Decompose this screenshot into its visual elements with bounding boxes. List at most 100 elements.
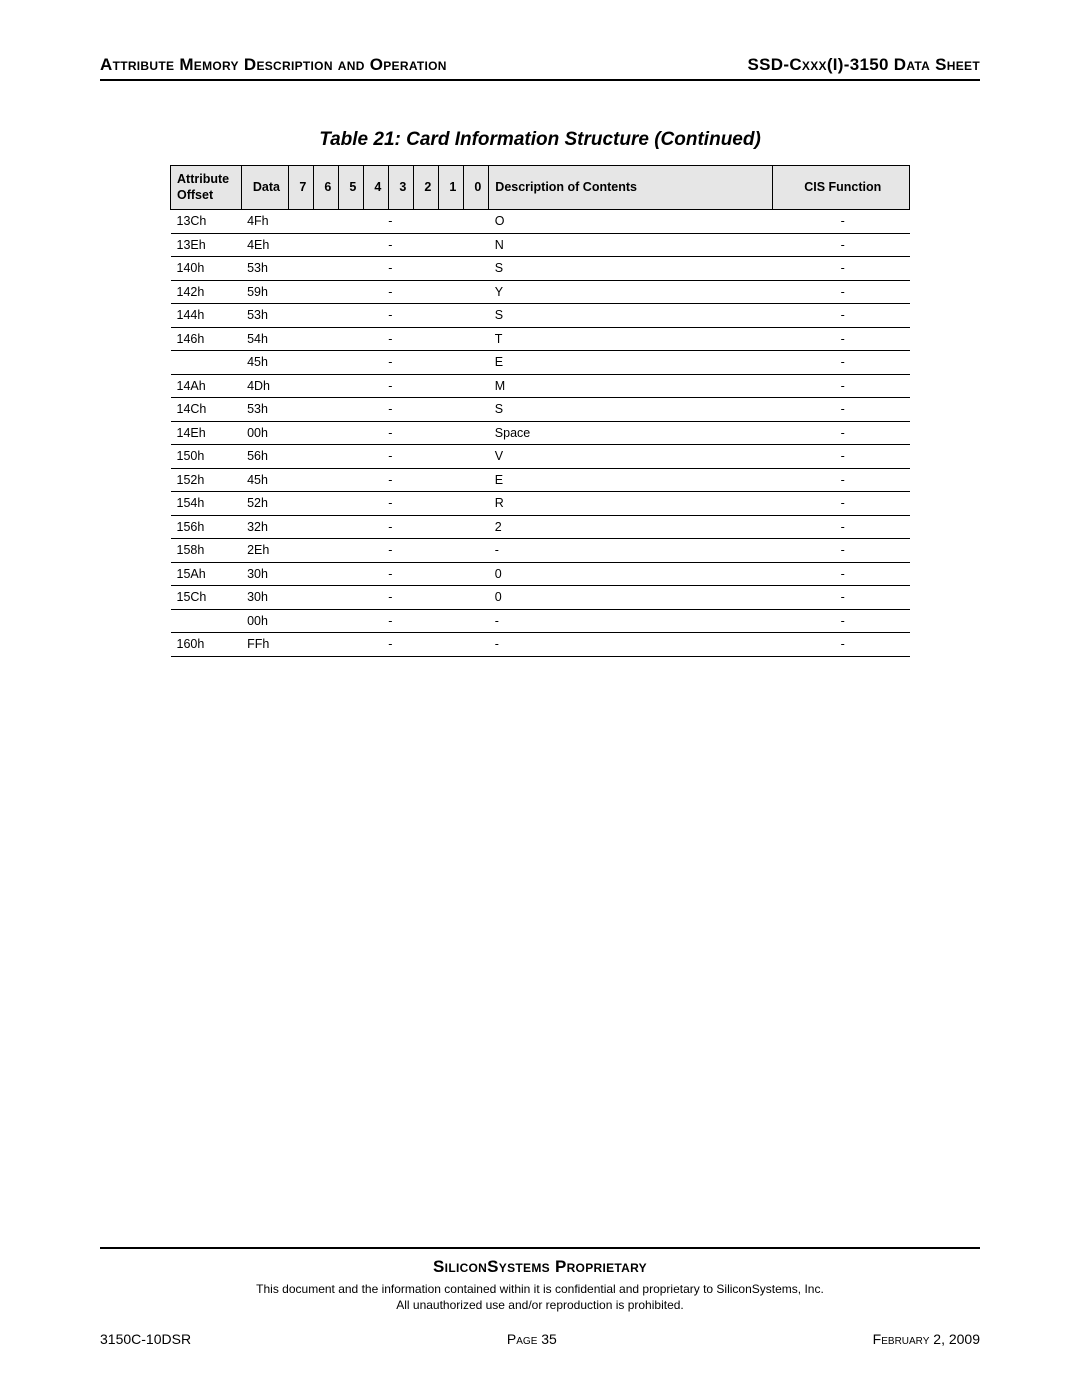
table-row: 13Ch4Fh-O- — [171, 210, 910, 234]
cell-function: - — [773, 233, 910, 257]
table-row: 140h53h-S- — [171, 257, 910, 281]
cell-description: S — [489, 398, 773, 422]
cell-offset: 156h — [171, 515, 242, 539]
cell-offset: 15Ah — [171, 562, 242, 586]
cell-description: 0 — [489, 562, 773, 586]
cell-function: - — [773, 586, 910, 610]
cell-data: 4Fh — [241, 210, 289, 234]
cell-description: E — [489, 468, 773, 492]
footer-date: February 2, 2009 — [873, 1331, 980, 1347]
cell-function: - — [773, 633, 910, 657]
cell-function: - — [773, 562, 910, 586]
table-row: 152h45h-E- — [171, 468, 910, 492]
col-b6-header: 6 — [314, 166, 339, 210]
cell-offset: 152h — [171, 468, 242, 492]
col-b2-header: 2 — [414, 166, 439, 210]
footer-line2: All unauthorized use and/or reproduction… — [396, 1298, 684, 1312]
cell-data: 30h — [241, 586, 289, 610]
cell-bits: - — [289, 445, 489, 469]
cell-description: Y — [489, 280, 773, 304]
cell-data: 53h — [241, 304, 289, 328]
table-header-row: Attribute Offset Data 7 6 5 4 3 2 1 0 De… — [171, 166, 910, 210]
cell-offset: 13Ch — [171, 210, 242, 234]
cell-description: 2 — [489, 515, 773, 539]
footer-doc-id: 3150C-10DSR — [100, 1331, 191, 1347]
cell-offset: 13Eh — [171, 233, 242, 257]
cell-bits: - — [289, 374, 489, 398]
footer-meta-row: 3150C-10DSR Page 35 February 2, 2009 — [100, 1331, 980, 1347]
table-row: 146h54h-T- — [171, 327, 910, 351]
cell-offset: 14Eh — [171, 421, 242, 445]
cell-offset: 14Ch — [171, 398, 242, 422]
table-row: 150h56h-V- — [171, 445, 910, 469]
cell-bits: - — [289, 586, 489, 610]
cell-data: 30h — [241, 562, 289, 586]
cell-bits: - — [289, 398, 489, 422]
cell-data: 53h — [241, 257, 289, 281]
footer-page-label: Page 35 — [507, 1331, 557, 1347]
cell-offset: 150h — [171, 445, 242, 469]
cell-data: 59h — [241, 280, 289, 304]
cell-data: 32h — [241, 515, 289, 539]
page-footer: SiliconSystems Proprietary This document… — [100, 1247, 980, 1347]
cell-description: E — [489, 351, 773, 375]
cell-bits: - — [289, 210, 489, 234]
col-b4-header: 4 — [364, 166, 389, 210]
footer-rule — [100, 1247, 980, 1249]
cell-data: 00h — [241, 421, 289, 445]
table-row: 154h52h-R- — [171, 492, 910, 516]
cell-function: - — [773, 468, 910, 492]
table-row: 00h--- — [171, 609, 910, 633]
cell-description: S — [489, 257, 773, 281]
cell-data: 45h — [241, 351, 289, 375]
cell-description: N — [489, 233, 773, 257]
cell-description: V — [489, 445, 773, 469]
cell-function: - — [773, 327, 910, 351]
cell-bits: - — [289, 280, 489, 304]
cell-offset — [171, 351, 242, 375]
table-row: 156h32h-2- — [171, 515, 910, 539]
cell-bits: - — [289, 421, 489, 445]
cell-data: 53h — [241, 398, 289, 422]
col-desc-header: Description of Contents — [489, 166, 773, 210]
table-row: 158h2Eh--- — [171, 539, 910, 563]
table-row: 15Ah30h-0- — [171, 562, 910, 586]
cell-description: Space — [489, 421, 773, 445]
cell-function: - — [773, 280, 910, 304]
cell-offset: 154h — [171, 492, 242, 516]
table-row: 45h-E- — [171, 351, 910, 375]
cell-function: - — [773, 515, 910, 539]
cell-description: T — [489, 327, 773, 351]
cell-description: - — [489, 609, 773, 633]
cell-function: - — [773, 351, 910, 375]
cell-bits: - — [289, 327, 489, 351]
cell-description: - — [489, 633, 773, 657]
cell-function: - — [773, 492, 910, 516]
cell-bits: - — [289, 492, 489, 516]
table-row: 160hFFh--- — [171, 633, 910, 657]
cell-data: 45h — [241, 468, 289, 492]
cell-function: - — [773, 609, 910, 633]
cell-data: FFh — [241, 633, 289, 657]
cell-bits: - — [289, 562, 489, 586]
footer-disclaimer: This document and the information contai… — [100, 1281, 980, 1313]
cell-offset: 14Ah — [171, 374, 242, 398]
cell-offset: 142h — [171, 280, 242, 304]
cell-data: 4Dh — [241, 374, 289, 398]
cell-data: 54h — [241, 327, 289, 351]
table-row: 13Eh4Eh-N- — [171, 233, 910, 257]
table-row: 144h53h-S- — [171, 304, 910, 328]
table-row: 142h59h-Y- — [171, 280, 910, 304]
col-func-header: CIS Function — [773, 166, 910, 210]
cell-data: 4Eh — [241, 233, 289, 257]
cell-description: R — [489, 492, 773, 516]
cell-offset: 140h — [171, 257, 242, 281]
footer-line1: This document and the information contai… — [256, 1282, 824, 1296]
cell-function: - — [773, 539, 910, 563]
cell-bits: - — [289, 257, 489, 281]
cell-function: - — [773, 304, 910, 328]
cell-bits: - — [289, 539, 489, 563]
cell-offset: 15Ch — [171, 586, 242, 610]
col-offset-header: Attribute Offset — [171, 166, 242, 210]
col-b7-header: 7 — [289, 166, 314, 210]
